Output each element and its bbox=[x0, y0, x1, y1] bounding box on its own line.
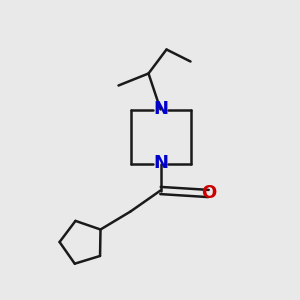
Text: N: N bbox=[153, 154, 168, 172]
Text: N: N bbox=[153, 100, 168, 118]
Text: O: O bbox=[201, 184, 216, 202]
